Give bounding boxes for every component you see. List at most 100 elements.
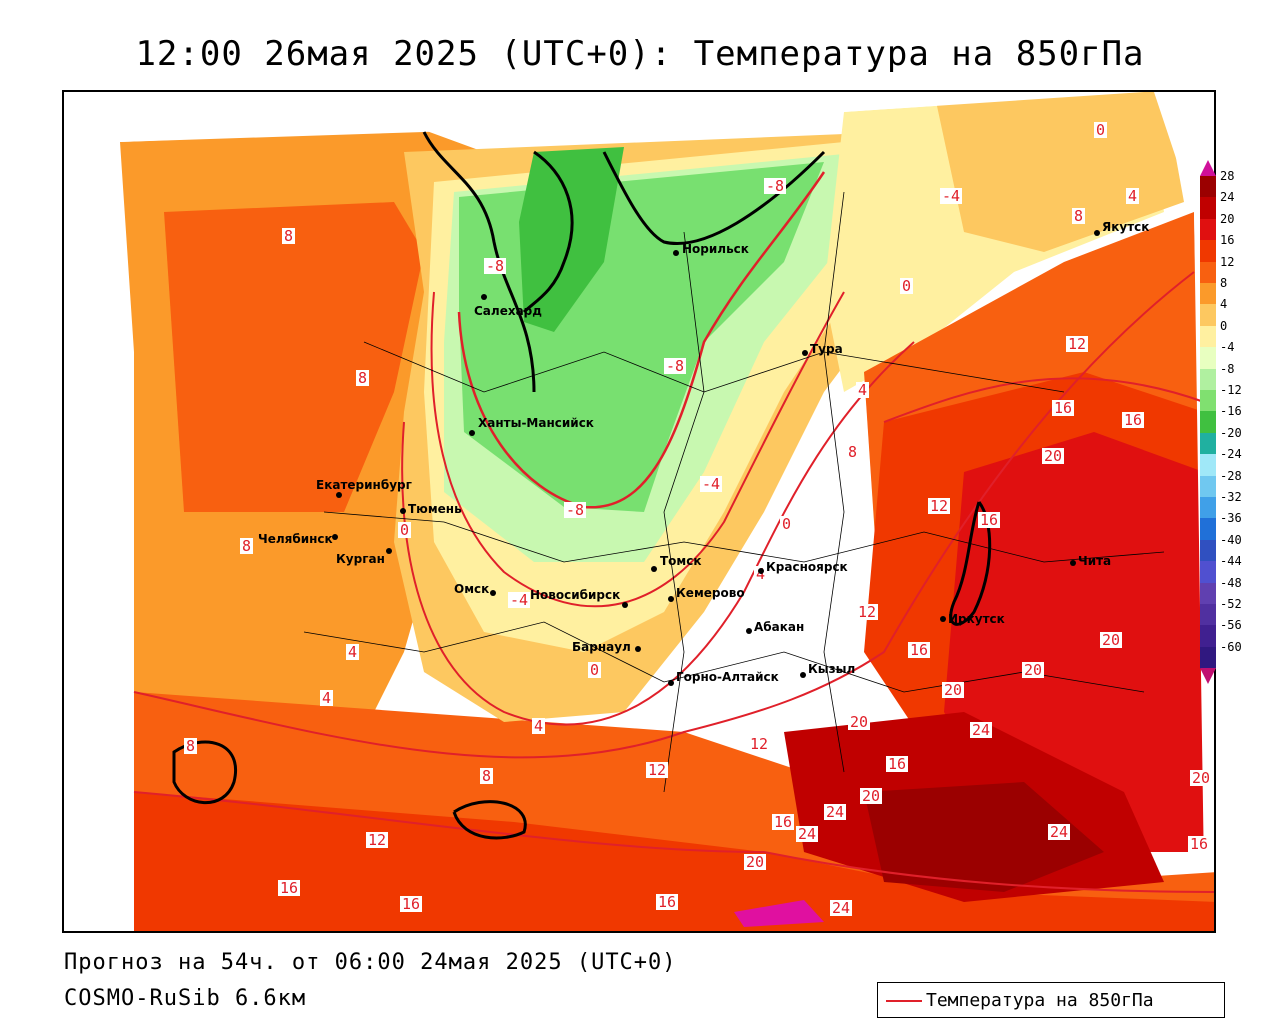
isotherm-label: 4 xyxy=(1126,187,1140,205)
coastline xyxy=(452,800,527,840)
colorbar-tick-label: -36 xyxy=(1220,511,1242,526)
isotherm-label: 12 xyxy=(928,497,951,515)
colorbar-cell xyxy=(1200,539,1216,562)
city-label: Тура xyxy=(810,342,843,356)
isotherm-label: 12 xyxy=(646,761,669,779)
colorbar-tick-label: -40 xyxy=(1220,532,1242,547)
city-dot xyxy=(400,508,406,514)
isotherm-label: -4 xyxy=(700,475,723,493)
isotherm-label: 12 xyxy=(856,603,879,621)
isotherm-label: 20 xyxy=(942,681,965,699)
colorbar-tick-label: 8 xyxy=(1220,276,1228,290)
map-panel: -8 -8 -8 -8 -4 -4 -4 0 0 0 0 0 4 4 4 4 4… xyxy=(62,90,1216,933)
isotherm-label: 20 xyxy=(744,853,767,871)
isotherm-label: -8 xyxy=(764,177,787,195)
isotherm-label: 8 xyxy=(282,227,296,245)
colorbar-tick-label: 12 xyxy=(1220,254,1235,269)
coastline xyxy=(422,131,536,393)
isotherm-contour xyxy=(883,377,1205,423)
city-label: Барнаул xyxy=(572,640,631,654)
colorbar-cell xyxy=(1200,497,1216,519)
city-dot xyxy=(332,534,338,540)
city-label: Курган xyxy=(336,552,385,566)
isotherm-label: 0 xyxy=(588,661,602,679)
colorbar xyxy=(1200,160,1216,685)
isotherm-label: 16 xyxy=(1122,411,1145,429)
colorbar-tick-label: -28 xyxy=(1220,468,1242,483)
coastline xyxy=(522,150,574,314)
city-label: Чита xyxy=(1078,554,1112,568)
city-label: Абакан xyxy=(754,620,805,634)
isotherm-label: 20 xyxy=(1022,661,1045,679)
colorbar-cell xyxy=(1200,646,1216,669)
city-dot xyxy=(668,596,674,602)
isotherm-label: 24 xyxy=(824,803,847,821)
colorbar-cell xyxy=(1200,604,1216,626)
forecast-info: Прогноз на 54ч. от 06:00 24мая 2025 (UTC… xyxy=(64,950,677,975)
colorbar-cell xyxy=(1200,625,1216,648)
isotherm-label: 4 xyxy=(320,689,334,707)
city-dot xyxy=(668,680,674,686)
colorbar-cell xyxy=(1200,518,1216,541)
isotherm-label: 16 xyxy=(908,641,931,659)
colorbar-tick-label: -56 xyxy=(1220,618,1242,633)
city-dot xyxy=(746,628,752,634)
city-dot xyxy=(490,590,496,596)
domain-ne-yellow xyxy=(934,92,1184,252)
isotherm-label: 16 xyxy=(886,755,909,773)
isotherm-label: 16 xyxy=(1188,835,1211,853)
colorbar-cell xyxy=(1200,218,1216,241)
city-dot xyxy=(758,568,764,574)
isotherm-label: 16 xyxy=(1052,399,1075,417)
isotherm-label: 20 xyxy=(860,787,883,805)
colorbar-tick-label: 24 xyxy=(1220,190,1235,205)
colorbar-tick-label: 0 xyxy=(1220,318,1228,333)
domain-magenta-spot xyxy=(734,900,824,927)
colorbar-tick-label: -48 xyxy=(1220,575,1242,590)
isotherm-label: -8 xyxy=(564,501,587,519)
isotherm-label: 0 xyxy=(1094,121,1108,139)
city-dot xyxy=(469,430,475,436)
city-label: Ханты-Мансийск xyxy=(478,416,594,430)
isotherm-label: 24 xyxy=(796,825,819,843)
admin-border xyxy=(323,511,1165,563)
city-dot xyxy=(622,602,628,608)
colorbar-tick-label: -20 xyxy=(1220,425,1242,440)
isotherm-label: 8 xyxy=(480,767,494,785)
isotherm-label: 0 xyxy=(780,515,794,533)
legend-label: Температура на 850гПа xyxy=(926,990,1154,1011)
isotherm-label: 16 xyxy=(400,895,423,913)
city-label: Салехард xyxy=(474,304,542,318)
city-label: Якутск xyxy=(1102,220,1150,234)
city-label: Новосибирск xyxy=(530,588,621,602)
isotherm-label: 24 xyxy=(970,721,993,739)
colorbar-tick-label: -24 xyxy=(1220,447,1242,462)
colorbar-cell xyxy=(1200,454,1216,477)
coastline xyxy=(602,150,826,245)
colorbar-tick-label: -52 xyxy=(1220,597,1242,611)
city-dot xyxy=(940,616,946,622)
isotherm-label: -8 xyxy=(664,357,687,375)
colorbar-tick-label: -12 xyxy=(1220,383,1242,397)
colorbar-tick-label: -4 xyxy=(1220,340,1235,355)
colorbar-cell xyxy=(1200,304,1216,327)
colorbar-cell xyxy=(1200,347,1216,370)
isotherm-contour xyxy=(133,791,1214,893)
isotherm-label: 20 xyxy=(1042,447,1065,465)
isotherm-label: -8 xyxy=(484,257,507,275)
colorbar-cell xyxy=(1200,261,1216,284)
colorbar-cell xyxy=(1200,475,1216,498)
isotherm-label: 4 xyxy=(856,381,870,399)
city-dot xyxy=(336,492,342,498)
city-label: Томск xyxy=(660,554,702,568)
admin-border xyxy=(823,191,845,773)
isotherm-label: 8 xyxy=(846,443,860,461)
isotherm-label: 8 xyxy=(356,369,370,387)
domain-se-core xyxy=(864,782,1104,892)
outside-domain-ne xyxy=(1154,92,1214,872)
isotherm-contour xyxy=(133,271,1195,759)
colorbar-cell xyxy=(1200,240,1216,263)
isotherm-label: 12 xyxy=(1066,335,1089,353)
colorbar-tick-label: -32 xyxy=(1220,490,1242,504)
colorbar-cell xyxy=(1200,390,1216,412)
